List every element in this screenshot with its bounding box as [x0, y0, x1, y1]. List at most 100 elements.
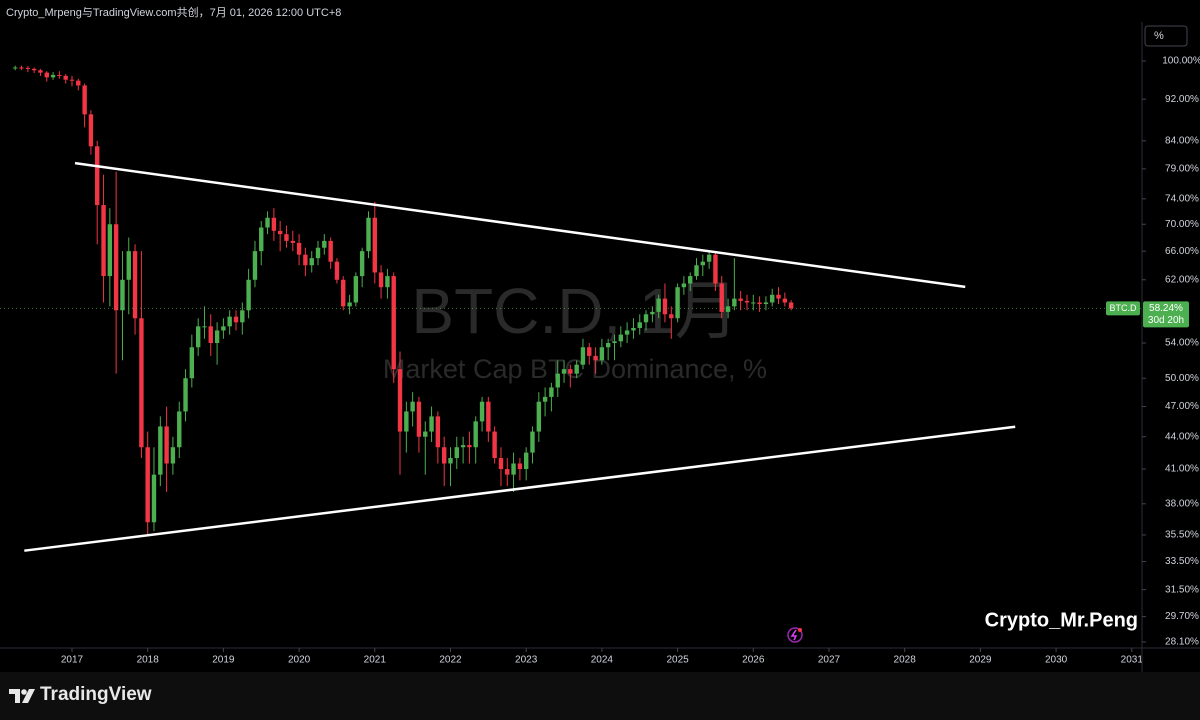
candle-body [751, 302, 756, 304]
price-label-box [1143, 301, 1189, 328]
candle-body [120, 279, 125, 311]
y-tick-label: 29.70% [1165, 611, 1199, 622]
candle-body [536, 401, 542, 432]
candle-body [631, 327, 636, 331]
x-tick-label: 2025 [666, 655, 689, 666]
candle-body [151, 474, 157, 523]
candle-body [391, 276, 396, 370]
candle-body [511, 463, 516, 475]
candle-body [467, 445, 472, 448]
candle-body [208, 326, 213, 344]
candle-body [227, 316, 232, 327]
candle-body [107, 224, 113, 277]
candle-body [139, 318, 144, 448]
candle-body [277, 230, 283, 235]
candle-body [442, 447, 447, 464]
candle-body [145, 447, 150, 523]
candle-body [271, 217, 277, 231]
y-tick-label: 31.50% [1165, 584, 1199, 595]
candle-body [568, 369, 573, 374]
candle-body [479, 401, 485, 422]
price-label: 58.24% [1149, 303, 1183, 314]
candle-body [183, 378, 188, 412]
candle-body [334, 261, 340, 280]
candle-body [315, 247, 321, 259]
candle-body [593, 355, 598, 361]
candle-body [189, 347, 195, 379]
trend-line [24, 425, 1016, 552]
candle-body [542, 396, 548, 402]
candle-body [763, 302, 769, 305]
candle-body [460, 445, 466, 448]
y-tick-label: 47.00% [1165, 401, 1199, 412]
candle-body [82, 85, 87, 115]
candle-body [19, 67, 24, 69]
y-tick-label: 62.00% [1165, 274, 1199, 285]
candle-body [265, 217, 270, 228]
y-tick-label: 70.00% [1165, 219, 1199, 230]
candle-body [246, 279, 251, 311]
x-tick-label: 2020 [288, 655, 311, 666]
candle-body [385, 276, 390, 288]
candle-body [732, 298, 737, 307]
x-tick-label: 2024 [591, 655, 614, 666]
candle-body [719, 283, 724, 312]
y-tick-label: 92.00% [1165, 94, 1199, 105]
candle-body [322, 240, 327, 248]
scale-button-label[interactable]: % [1154, 30, 1164, 42]
y-tick-label: 44.00% [1165, 431, 1199, 442]
candle-body [404, 411, 409, 432]
footer: TradingView [0, 672, 1200, 720]
candle-body [50, 74, 56, 78]
plot [0, 65, 1142, 552]
candle-body [788, 302, 794, 309]
candle-body [202, 326, 207, 328]
x-tick-label: 2021 [364, 655, 387, 666]
candle-body [618, 334, 624, 342]
y-tick-label: 28.10% [1165, 637, 1199, 648]
candle-body [158, 426, 163, 475]
x-tick-label: 2023 [515, 655, 538, 666]
y-tick-label: 41.00% [1165, 464, 1199, 475]
x-tick-label: 2022 [439, 655, 462, 666]
candle-body [454, 447, 459, 459]
candle-body [435, 416, 441, 448]
candle-body [25, 67, 31, 69]
candle-body [523, 452, 529, 470]
candle-body [233, 316, 239, 323]
candle-body [164, 426, 169, 464]
candle-body [694, 265, 699, 277]
candle-body [486, 401, 491, 432]
candle-body [587, 347, 592, 356]
x-axis: 2017 2018 2019 2020 2021 2022 2023 2024 2025 2026… [61, 648, 1142, 666]
scale-button[interactable] [1144, 25, 1188, 47]
candle-body [240, 310, 245, 323]
candle-body [309, 258, 314, 266]
candle-body [328, 240, 333, 262]
candle-body [259, 227, 264, 252]
candle-body [555, 373, 560, 388]
alert-icon-bolt [790, 629, 798, 641]
candle-body [44, 72, 49, 78]
candle-body [738, 298, 743, 301]
x-tick-label: 2017 [61, 655, 84, 666]
candle-body [505, 469, 510, 475]
candle-body [706, 254, 712, 262]
candle-body [675, 287, 680, 319]
brand-logo [9, 689, 35, 703]
candle-body [624, 330, 630, 335]
y-tick-label: 38.00% [1165, 498, 1199, 509]
candle-body [770, 294, 775, 303]
y-tick-label: 50.00% [1165, 373, 1199, 384]
candle-body [725, 306, 731, 312]
candle-body [713, 254, 718, 284]
candle-body [637, 322, 642, 328]
candle-body [473, 421, 478, 448]
candle-body [530, 431, 535, 453]
candle-body [31, 68, 37, 71]
candle-body [549, 387, 554, 397]
alert-icon[interactable] [787, 627, 803, 643]
candle-body [700, 261, 705, 266]
watermark-title: BTC.D, 1月 [411, 275, 738, 347]
